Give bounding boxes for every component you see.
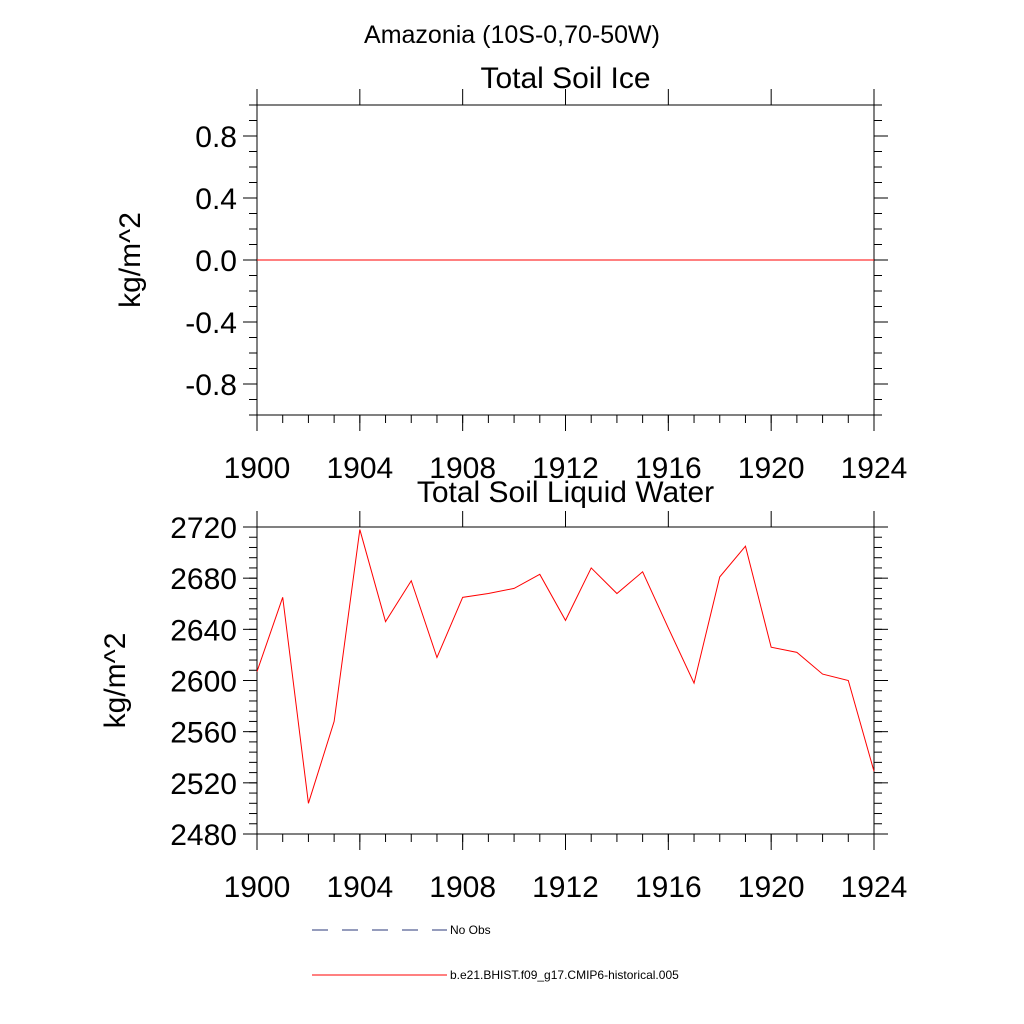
x-tick-label: 1900 — [224, 871, 291, 904]
y-tick-label: 2600 — [170, 666, 237, 699]
y-tick-label: 2640 — [170, 614, 237, 647]
y-tick-label: -0.8 — [185, 369, 237, 402]
x-tick-label: 1916 — [635, 871, 702, 904]
y-tick-label: 2680 — [170, 563, 237, 596]
y-tick-label: 2520 — [170, 768, 237, 801]
x-tick-label: 1920 — [738, 452, 805, 485]
x-tick-label: 1900 — [224, 452, 291, 485]
y-axis-label: kg/m^2 — [114, 212, 147, 308]
x-tick-label: 1904 — [326, 871, 393, 904]
y-tick-label: -0.4 — [185, 307, 237, 340]
panel-total-soil-ice: Total Soil Icekg/m^20.80.40.0-0.4-0.8190… — [114, 62, 907, 485]
x-tick-label: 1924 — [841, 871, 908, 904]
x-tick-label: 1908 — [429, 452, 496, 485]
y-tick-label: 0.8 — [195, 121, 237, 154]
plot-title: Total Soil Liquid Water — [417, 476, 714, 509]
x-tick-label: 1924 — [841, 452, 908, 485]
x-tick-label: 1908 — [429, 871, 496, 904]
x-tick-label: 1916 — [635, 452, 702, 485]
plot-frame — [256, 526, 875, 835]
legend: No Obs b.e21.BHIST.f09_g17.CMIP6-histori… — [312, 923, 679, 982]
legend-label-no-obs: No Obs — [450, 923, 491, 937]
legend-label-model: b.e21.BHIST.f09_g17.CMIP6-historical.005 — [450, 968, 679, 982]
x-tick-label: 1904 — [326, 452, 393, 485]
y-tick-label: 0.0 — [195, 245, 237, 278]
figure-title: Amazonia (10S-0,70-50W) — [364, 21, 660, 49]
series-line-0 — [256, 529, 875, 804]
x-tick-label: 1912 — [532, 452, 599, 485]
y-axis-label: kg/m^2 — [99, 633, 132, 729]
x-tick-label: 1920 — [738, 871, 805, 904]
y-tick-label: 2480 — [170, 819, 237, 852]
panel-total-soil-liquid-water: Total Soil Liquid Water kg/m^2 2720 2680 264… — [99, 476, 907, 904]
x-tick-label: 1912 — [532, 871, 599, 904]
y-tick-label: 2560 — [170, 717, 237, 750]
y-tick-label: 0.4 — [195, 183, 237, 216]
y-tick-label: 2720 — [170, 512, 237, 545]
